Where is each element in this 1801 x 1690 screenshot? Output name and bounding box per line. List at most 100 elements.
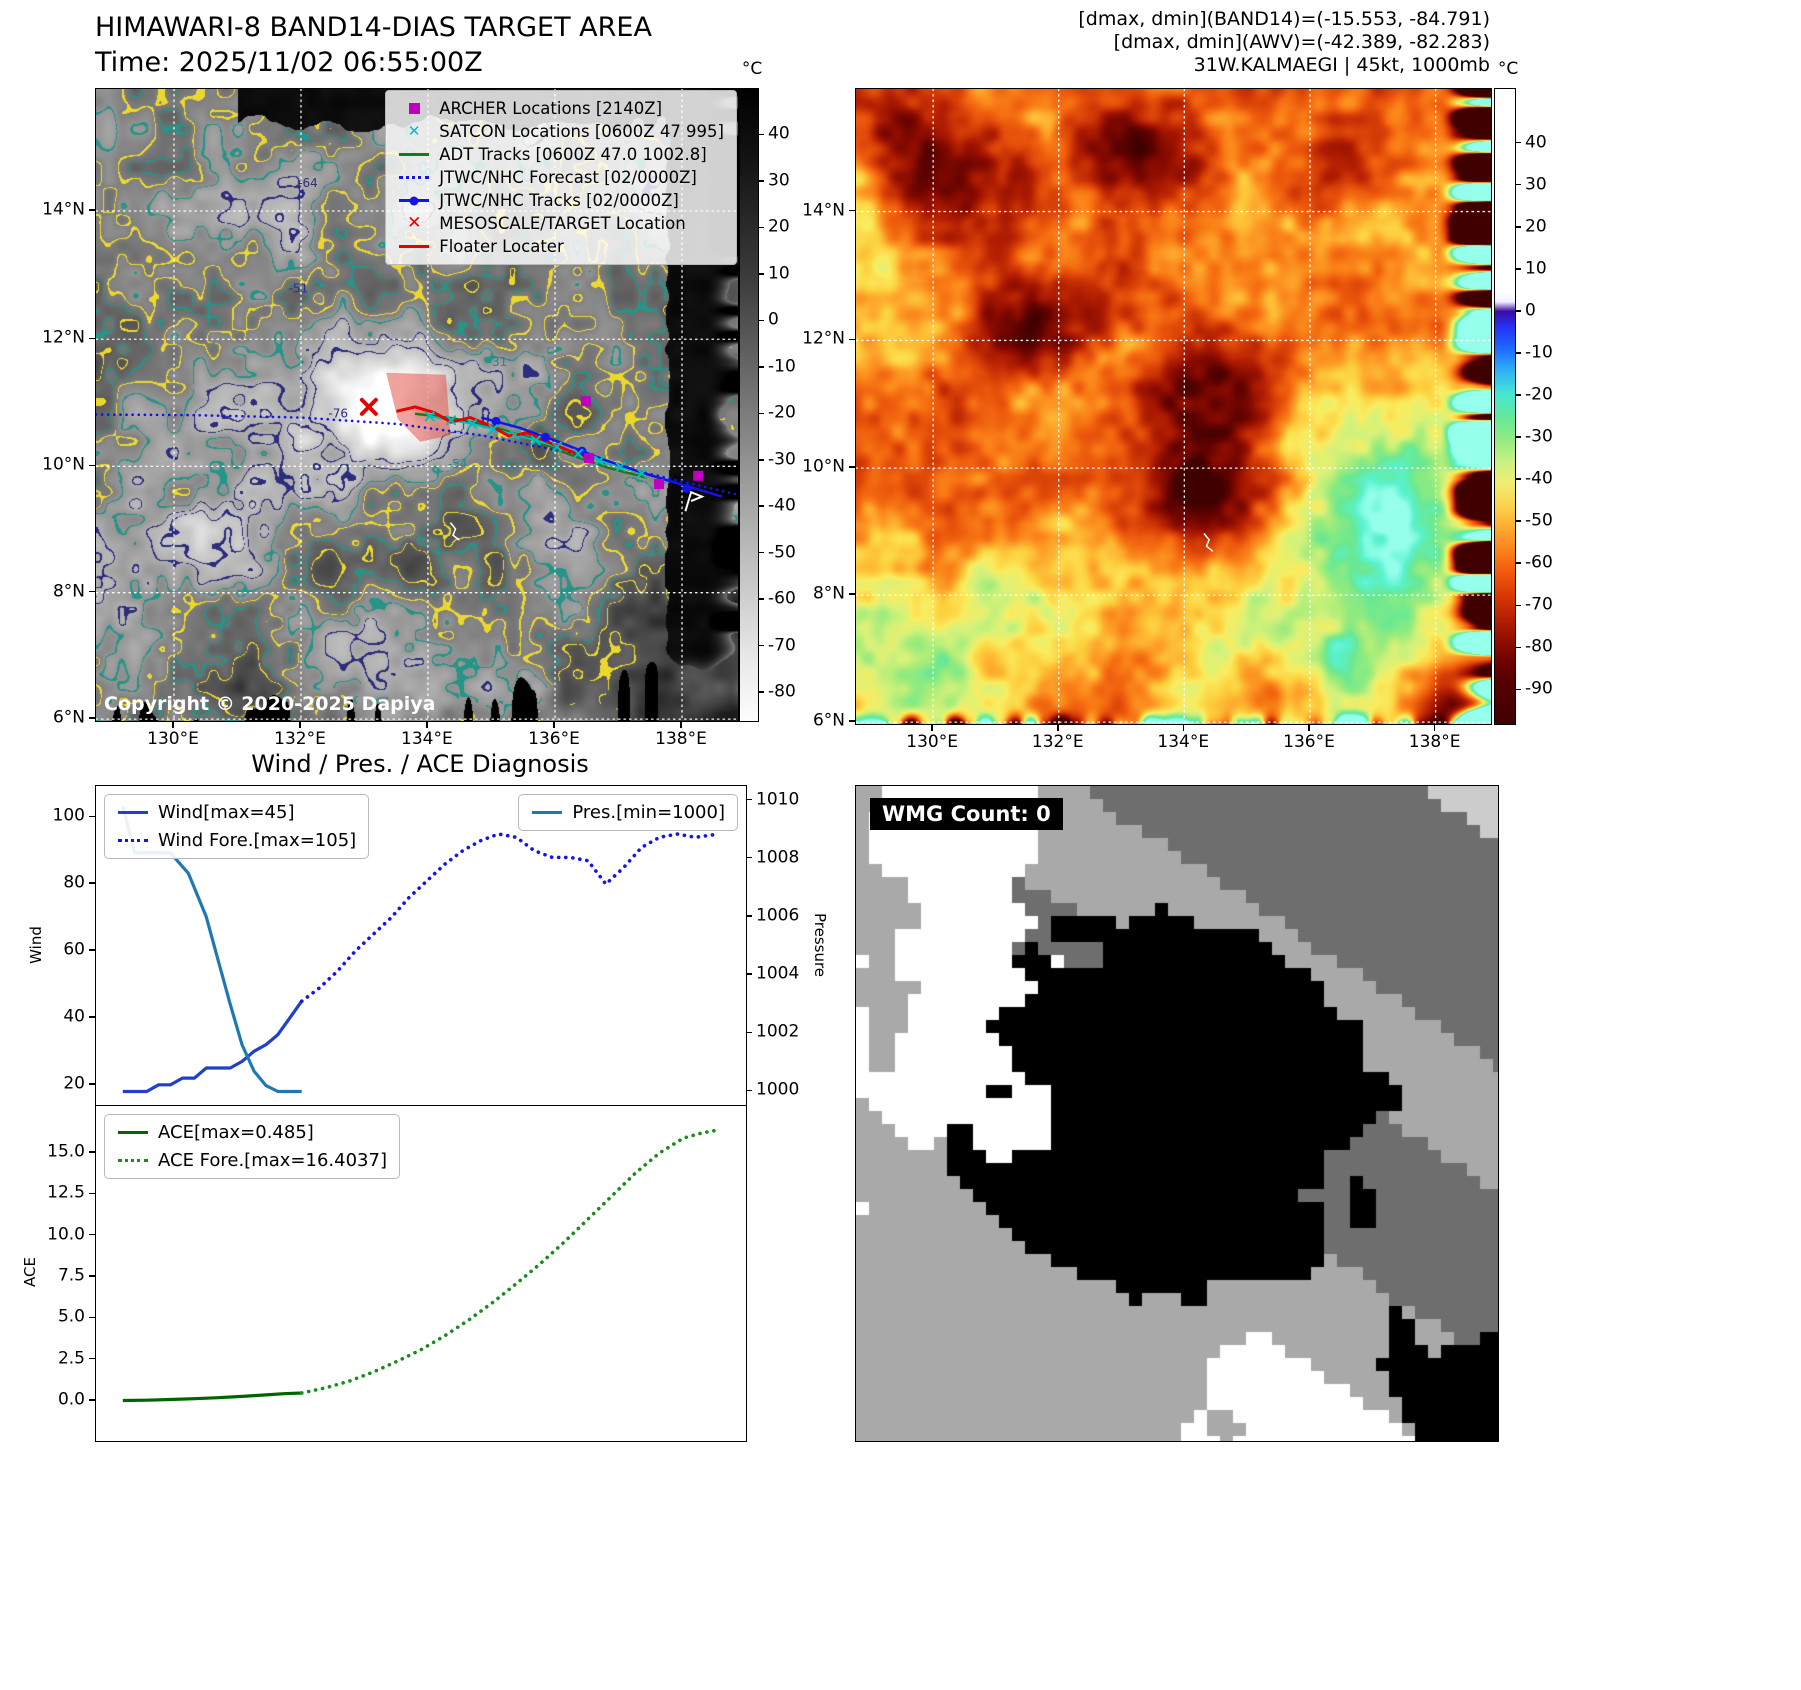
tick-mark — [89, 717, 95, 719]
square-marker-icon — [398, 103, 430, 114]
satcon-x-marker — [467, 418, 478, 429]
island-outline — [449, 522, 460, 541]
awv-colorbar-unit: °C — [1497, 59, 1519, 79]
wind-axis-label: Wind — [27, 926, 45, 964]
contour-label: -76 — [328, 407, 348, 421]
legend-item: ADT Tracks [0600Z 47.0 1002.8] — [398, 145, 724, 164]
tick-mark — [759, 319, 764, 322]
band14-colorbar-tick: -60 — [768, 588, 796, 609]
lon-tick-label: 130°E — [147, 729, 199, 749]
awv-header: [dmax, dmin](BAND14)=(-15.553, -84.791) … — [1078, 8, 1490, 77]
wind-ytick-label: 20 — [63, 1073, 85, 1094]
pressure-axis-label: Pressure — [811, 912, 829, 978]
tick-mark — [89, 590, 95, 593]
band14-colorbar-tick: -20 — [768, 402, 796, 423]
ace-ytick-label: 7.5 — [57, 1265, 85, 1286]
contour-label: -51 — [289, 282, 309, 296]
awv-header-line2: [dmax, dmin](AWV)=(-42.389, -82.283) — [1113, 31, 1490, 53]
tick-mark — [89, 1016, 95, 1018]
wmg-count-image — [856, 786, 1498, 1441]
tick-mark — [1057, 725, 1059, 731]
legend-item: ✕ MESOSCALE/TARGET Location — [398, 214, 724, 233]
awv-colorbar-tick: -20 — [1525, 384, 1553, 405]
legend-item: ACE Fore.[max=16.4037] — [117, 1150, 387, 1171]
band14-colorbar-tick: -70 — [768, 635, 796, 656]
satcon-x-marker — [615, 461, 626, 472]
tick-mark — [1516, 646, 1521, 649]
band14-time: Time: 2025/11/02 06:55:00Z — [95, 47, 483, 78]
contour-label: -64 — [298, 176, 318, 190]
line-marker — [399, 152, 430, 157]
legend-item: Wind[max=45] — [117, 802, 356, 823]
tick-mark — [1182, 725, 1185, 731]
wmg-count-label: WMG Count: 0 — [870, 798, 1063, 830]
legend-item: Pres.[min=1000] — [531, 802, 725, 823]
awv-colorbar-tick: 30 — [1525, 174, 1547, 195]
band14-colorbar — [739, 88, 759, 722]
band14-colorbar-tick: 40 — [768, 124, 790, 145]
awv-colorbar-tick: 40 — [1525, 132, 1547, 153]
legend-item-label: ACE Fore.[max=16.4037] — [158, 1150, 387, 1171]
line-dot-marker-icon — [398, 196, 430, 205]
dotted-marker — [118, 839, 148, 842]
ace-ytick-label: 2.5 — [57, 1348, 85, 1369]
satcon-x-marker — [551, 441, 562, 452]
tick-mark — [89, 949, 95, 951]
awv-colorbar-tick: -50 — [1525, 510, 1553, 531]
tick-mark — [553, 722, 555, 728]
awv-map — [855, 88, 1492, 725]
jtwc-track-point — [682, 483, 692, 493]
jtwc-track-point — [491, 416, 501, 426]
ace-chart: ACE[max=0.485] ACE Fore.[max=16.4037] — [95, 1105, 747, 1442]
tick-mark — [759, 505, 764, 507]
lon-tick-label: 132°E — [274, 729, 326, 749]
contour-label: -54 — [448, 457, 468, 471]
ace-legend: ACE[max=0.485] ACE Fore.[max=16.4037] — [104, 1114, 400, 1179]
satcon-x-marker — [636, 468, 647, 479]
band14-colorbar-unit: °C — [741, 59, 763, 79]
awv-header-line3: 31W.KALMAEGI | 45kt, 1000mb — [1193, 54, 1490, 76]
awv-colorbar-tick: -40 — [1525, 468, 1553, 489]
band14-colorbar-tick: -50 — [768, 542, 796, 563]
ace-ytick-label: 12.5 — [47, 1182, 85, 1203]
ace-observed-line — [122, 1391, 302, 1403]
wind-ytick-label: 40 — [63, 1006, 85, 1027]
ace-ytick-label: 10.0 — [47, 1224, 85, 1245]
tick-mark — [759, 551, 764, 554]
lat-tick-label: 14°N — [802, 200, 845, 221]
lon-tick-label: 134°E — [1157, 732, 1210, 752]
tick-mark — [746, 798, 752, 801]
line-marker-icon — [398, 244, 430, 249]
tick-mark — [1433, 725, 1436, 731]
lat-tick-label: 12°N — [42, 327, 85, 348]
tick-mark — [759, 366, 764, 368]
lon-tick-label: 136°E — [528, 729, 580, 749]
tick-mark — [1516, 352, 1521, 354]
dotted-marker-icon — [117, 839, 149, 842]
pressure-ytick-label: 1010 — [756, 789, 800, 810]
lon-tick-label: 136°E — [1283, 732, 1335, 752]
ace-ytick-label: 15.0 — [47, 1141, 85, 1162]
square-marker — [408, 103, 420, 114]
diagnosis-title: Wind / Pres. / ACE Diagnosis — [251, 750, 589, 778]
legend-item-label: ARCHER Locations [2140Z] — [439, 99, 663, 118]
ace-plot — [122, 1127, 722, 1403]
band14-colorbar-tick: -80 — [768, 681, 796, 702]
legend-item: ✕ SATCON Locations [0600Z 47 995] — [398, 122, 724, 141]
tick-mark — [1516, 394, 1521, 396]
island-outline — [1203, 533, 1214, 552]
tick-mark — [759, 412, 764, 415]
legend-item-label: Pres.[min=1000] — [572, 802, 725, 823]
tick-mark — [1308, 725, 1310, 731]
target-x-marker — [359, 397, 378, 416]
awv-colorbar-tick: -80 — [1525, 636, 1553, 657]
lat-tick-label: 6°N — [52, 707, 85, 728]
tick-mark — [426, 722, 428, 728]
band14-track-overlay: -64 -51 -76 -54 -31 — [96, 89, 738, 721]
contour-label: -31 — [488, 355, 508, 369]
wind-forecast-line — [299, 832, 722, 1003]
dotted-marker — [399, 176, 430, 179]
legend-item-label: ACE[max=0.485] — [158, 1122, 314, 1143]
tick-mark — [89, 1357, 95, 1360]
